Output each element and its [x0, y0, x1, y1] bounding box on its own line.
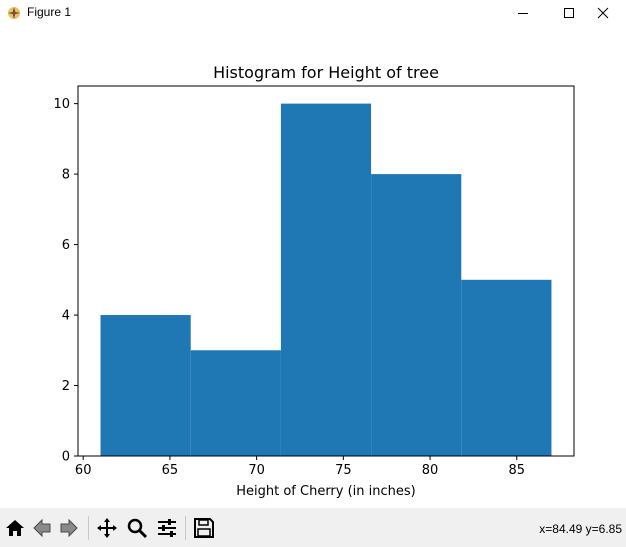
configure-subplots-icon — [158, 519, 176, 537]
cursor-coordinates: x=84.49 y=6.85 — [539, 522, 622, 536]
maximize-button[interactable] — [546, 0, 592, 26]
maximize-icon — [564, 8, 574, 18]
forward-button[interactable] — [56, 515, 82, 541]
title-bar: Figure 1 — [0, 0, 626, 26]
zoom-button[interactable] — [124, 515, 150, 541]
pan-button[interactable] — [94, 515, 120, 541]
configure-subplots-button[interactable] — [154, 515, 180, 541]
histogram-bar-4 — [371, 174, 462, 456]
chart-title: Histogram for Height of tree — [213, 63, 439, 82]
x-tick-label: 80 — [422, 463, 439, 478]
histogram-chart: Histogram for Height of tree 60 65 70 75 80 8… — [53, 63, 575, 499]
axes-frame — [77, 85, 575, 457]
y-tick-label: 6 — [62, 238, 70, 253]
x-tick-label: 85 — [508, 463, 525, 478]
y-tick-label: 8 — [62, 168, 70, 183]
x-tick-label: 60 — [75, 463, 92, 478]
y-axis-ticks: 0 2 4 6 8 10 — [53, 97, 78, 465]
save-button[interactable] — [191, 515, 217, 541]
y-tick-label: 0 — [62, 450, 70, 465]
close-icon — [597, 7, 609, 19]
close-button[interactable] — [580, 0, 626, 26]
histogram-bar-5 — [461, 279, 552, 456]
minimize-button[interactable] — [500, 0, 546, 26]
bars-group — [100, 103, 552, 456]
navigation-toolbar: x=84.49 y=6.85 — [0, 508, 626, 547]
y-tick-label: 10 — [53, 97, 70, 112]
zoom-icon — [127, 518, 148, 539]
back-button[interactable] — [29, 515, 55, 541]
x-axis-label: Height of Cherry (in inches) — [236, 484, 416, 499]
y-tick-label: 4 — [62, 309, 70, 324]
y-tick-label: 2 — [62, 379, 70, 394]
save-icon — [194, 518, 214, 538]
minimize-icon — [518, 13, 528, 14]
back-icon — [33, 518, 51, 538]
matplotlib-icon — [8, 7, 20, 19]
histogram-bar-3 — [280, 103, 372, 456]
x-tick-label: 70 — [248, 463, 265, 478]
figure-canvas[interactable]: Histogram for Height of tree 60 65 70 75 80 8… — [0, 26, 626, 508]
home-icon — [6, 520, 24, 536]
toolbar-separator — [185, 516, 186, 540]
x-axis-ticks: 60 65 70 75 80 85 — [75, 456, 525, 478]
histogram-bar-1 — [100, 315, 191, 456]
x-tick-label: 65 — [162, 463, 179, 478]
forward-icon — [60, 518, 78, 538]
home-button[interactable] — [2, 515, 28, 541]
x-tick-label: 75 — [335, 463, 352, 478]
histogram-bar-2 — [190, 350, 281, 456]
pan-icon — [97, 518, 117, 538]
toolbar-separator — [88, 516, 89, 540]
window-title: Figure 1 — [27, 5, 72, 19]
